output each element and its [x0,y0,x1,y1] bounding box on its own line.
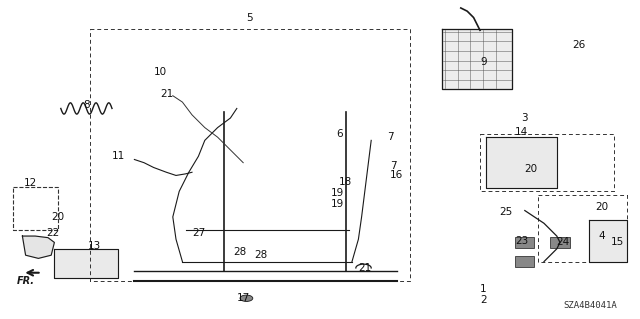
Text: 13: 13 [88,241,101,251]
Text: 12: 12 [24,178,36,189]
Text: 19: 19 [332,188,344,198]
Text: 24: 24 [557,237,570,248]
Text: 23: 23 [515,236,528,246]
Text: 6: 6 [336,129,342,139]
Text: 1: 1 [480,284,486,294]
Text: 11: 11 [112,151,125,161]
Text: 22: 22 [46,228,59,238]
Text: 21: 21 [160,89,173,99]
Polygon shape [486,137,557,188]
Text: 21: 21 [358,263,371,273]
Polygon shape [589,220,627,262]
Text: 28: 28 [234,247,246,257]
Text: 10: 10 [154,67,166,77]
Text: 7: 7 [387,132,394,142]
Text: 27: 27 [192,228,205,238]
Text: FR.: FR. [17,276,35,286]
Text: 2: 2 [480,295,486,305]
Circle shape [240,295,253,301]
Text: 25: 25 [499,207,512,217]
Text: 9: 9 [480,57,486,67]
Text: 4: 4 [598,231,605,241]
Text: 20: 20 [525,164,538,174]
Text: 20: 20 [51,212,64,222]
Text: 3: 3 [522,113,528,123]
Polygon shape [22,236,54,258]
Text: 19: 19 [332,199,344,209]
Polygon shape [515,256,534,267]
Text: 5: 5 [246,12,253,23]
Polygon shape [550,237,570,248]
Text: 16: 16 [390,170,403,181]
Polygon shape [442,29,512,89]
Text: 26: 26 [573,40,586,50]
Polygon shape [515,237,534,248]
Text: 28: 28 [255,250,268,260]
Text: 18: 18 [339,177,352,187]
Text: 15: 15 [611,237,624,248]
Text: 8: 8 [83,100,90,110]
Text: 20: 20 [595,202,608,212]
Text: 17: 17 [237,293,250,303]
Text: 14: 14 [515,127,528,137]
Text: 7: 7 [390,161,397,171]
Polygon shape [54,249,118,278]
Text: SZA4B4041A: SZA4B4041A [564,301,618,310]
